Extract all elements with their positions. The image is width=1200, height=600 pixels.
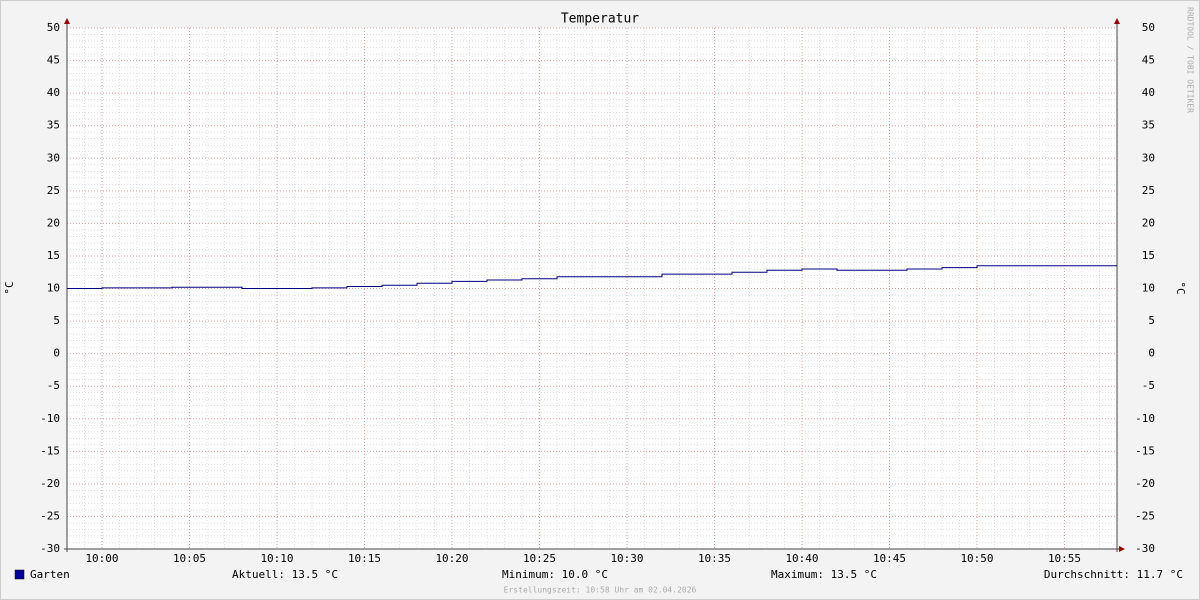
y2-axis-label: °C <box>1174 281 1187 294</box>
x-tick-label: 10:55 <box>1048 552 1081 565</box>
y2-tick-label: -20 <box>1135 477 1155 490</box>
legend-stat: Aktuell: 13.5 °C <box>232 568 338 581</box>
x-tick-label: 10:50 <box>960 552 993 565</box>
y-tick-label: -20 <box>40 477 60 490</box>
y-tick-label: -15 <box>40 444 60 457</box>
x-tick-label: 10:00 <box>85 552 118 565</box>
y2-tick-label: 30 <box>1142 151 1155 164</box>
y2-tick-label: -15 <box>1135 444 1155 457</box>
y-tick-label: -10 <box>40 412 60 425</box>
y2-tick-label: 45 <box>1142 54 1155 67</box>
x-tick-label: 10:20 <box>435 552 468 565</box>
watermark: RRDTOOL / TOBI OETIKER <box>1186 7 1195 113</box>
y2-tick-label: 25 <box>1142 184 1155 197</box>
y2-tick-label: -25 <box>1135 509 1155 522</box>
x-tick-label: 10:05 <box>173 552 206 565</box>
y-tick-label: 25 <box>47 184 60 197</box>
y2-tick-label: 20 <box>1142 216 1155 229</box>
x-tick-label: 10:15 <box>348 552 381 565</box>
y2-tick-label: -10 <box>1135 412 1155 425</box>
y-tick-label: 40 <box>47 86 60 99</box>
footer: Erstellungszeit: 10:58 Uhr am 02.04.2026 <box>504 586 697 595</box>
legend-stat: Durchschnitt: 11.7 °C <box>1044 568 1183 581</box>
y-tick-label: -5 <box>47 379 60 392</box>
x-tick-label: 10:10 <box>260 552 293 565</box>
x-tick-label: 10:35 <box>698 552 731 565</box>
y-tick-label: 20 <box>47 216 60 229</box>
y2-tick-label: 15 <box>1142 249 1155 262</box>
axis-arrow <box>1114 18 1120 24</box>
y-tick-label: 45 <box>47 54 60 67</box>
y-tick-label: -25 <box>40 509 60 522</box>
y-tick-label: 10 <box>47 282 60 295</box>
y-axis-label: °C <box>3 281 16 294</box>
x-tick-label: 10:25 <box>523 552 556 565</box>
y2-tick-label: 10 <box>1142 282 1155 295</box>
chart-title: Temperatur <box>561 12 639 27</box>
axis-arrow <box>64 18 70 24</box>
legend-stat: Minimum: 10.0 °C <box>502 568 608 581</box>
y2-tick-label: 40 <box>1142 86 1155 99</box>
y-tick-label: 35 <box>47 119 60 132</box>
y-tick-label: -30 <box>40 542 60 555</box>
axis-arrow <box>1119 546 1125 552</box>
y-tick-label: 30 <box>47 151 60 164</box>
y2-tick-label: -30 <box>1135 542 1155 555</box>
series-line <box>67 265 1117 289</box>
y-tick-label: 5 <box>53 314 60 327</box>
y-tick-label: 0 <box>53 347 60 360</box>
x-tick-label: 10:45 <box>873 552 906 565</box>
y2-tick-label: 5 <box>1148 314 1155 327</box>
y-tick-label: 50 <box>47 21 60 34</box>
legend-label: Garten <box>30 568 70 581</box>
legend-stat: Maximum: 13.5 °C <box>771 568 877 581</box>
y2-tick-label: 35 <box>1142 119 1155 132</box>
x-tick-label: 10:30 <box>610 552 643 565</box>
x-tick-label: 10:40 <box>785 552 818 565</box>
y-tick-label: 15 <box>47 249 60 262</box>
legend-swatch <box>14 569 25 580</box>
y2-tick-label: -5 <box>1142 379 1155 392</box>
y2-tick-label: 50 <box>1142 21 1155 34</box>
y2-tick-label: 0 <box>1148 347 1155 360</box>
